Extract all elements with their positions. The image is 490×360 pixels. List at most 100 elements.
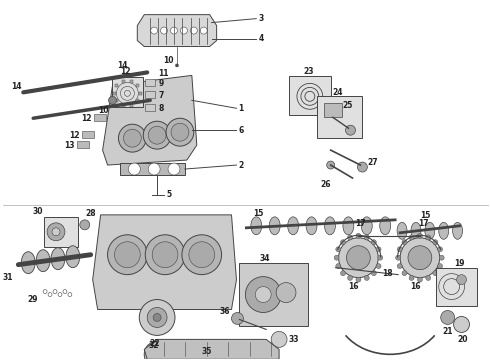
Circle shape	[175, 64, 178, 67]
Text: 28: 28	[86, 209, 97, 218]
Ellipse shape	[453, 222, 463, 239]
Text: 10: 10	[98, 106, 109, 115]
Ellipse shape	[66, 246, 80, 268]
Ellipse shape	[51, 248, 65, 270]
Circle shape	[417, 233, 422, 238]
Text: 19: 19	[455, 259, 465, 268]
Bar	[145, 80, 155, 86]
Text: 16: 16	[410, 282, 420, 291]
Bar	[121, 163, 185, 175]
Text: 14: 14	[11, 82, 21, 91]
Text: 26: 26	[321, 180, 331, 189]
Circle shape	[438, 247, 442, 252]
Circle shape	[376, 247, 381, 252]
Circle shape	[151, 27, 158, 34]
FancyBboxPatch shape	[317, 96, 363, 138]
Circle shape	[339, 238, 378, 278]
Bar	[116, 99, 119, 103]
Text: 31: 31	[3, 273, 13, 282]
Bar	[122, 80, 125, 82]
Circle shape	[441, 310, 455, 324]
FancyBboxPatch shape	[436, 268, 477, 306]
Circle shape	[189, 242, 215, 268]
Circle shape	[336, 264, 341, 269]
Circle shape	[200, 27, 207, 34]
Text: 29: 29	[27, 295, 38, 304]
Ellipse shape	[36, 250, 50, 272]
Text: 27: 27	[368, 158, 378, 167]
Circle shape	[345, 125, 355, 135]
Ellipse shape	[380, 217, 391, 235]
Circle shape	[347, 235, 352, 240]
FancyBboxPatch shape	[240, 263, 308, 327]
Polygon shape	[102, 75, 197, 165]
Circle shape	[341, 271, 345, 276]
Circle shape	[115, 242, 140, 268]
Circle shape	[417, 277, 422, 282]
Circle shape	[171, 123, 189, 141]
Ellipse shape	[288, 217, 298, 235]
Text: 12: 12	[121, 67, 131, 76]
Circle shape	[376, 264, 381, 269]
Text: 30: 30	[33, 207, 43, 216]
Bar	[145, 104, 155, 111]
Text: 6: 6	[239, 126, 244, 135]
Text: 32: 32	[149, 341, 159, 350]
Circle shape	[364, 235, 369, 240]
FancyBboxPatch shape	[44, 217, 78, 247]
Ellipse shape	[439, 222, 449, 239]
Circle shape	[364, 275, 369, 280]
Circle shape	[180, 27, 187, 34]
Ellipse shape	[21, 252, 35, 274]
Bar	[130, 104, 133, 107]
Bar	[113, 92, 116, 95]
Bar	[116, 84, 119, 87]
Text: 33: 33	[289, 335, 299, 344]
Text: 7: 7	[158, 91, 164, 100]
Ellipse shape	[324, 217, 335, 235]
Circle shape	[52, 228, 60, 236]
Text: 18: 18	[382, 269, 393, 278]
Ellipse shape	[251, 217, 262, 235]
Circle shape	[153, 314, 161, 321]
Circle shape	[426, 275, 431, 280]
Circle shape	[231, 312, 244, 324]
Text: 8: 8	[158, 104, 164, 113]
Bar	[122, 104, 125, 107]
Polygon shape	[144, 339, 279, 359]
Bar	[136, 84, 139, 87]
Circle shape	[356, 277, 361, 282]
Circle shape	[144, 341, 170, 360]
Text: 17: 17	[355, 219, 366, 228]
Ellipse shape	[397, 222, 407, 239]
Circle shape	[341, 240, 345, 245]
Polygon shape	[137, 15, 217, 46]
Text: 22: 22	[149, 339, 159, 348]
Text: 9: 9	[158, 79, 163, 88]
Text: 20: 20	[458, 336, 468, 345]
Circle shape	[168, 163, 180, 175]
Circle shape	[371, 240, 376, 245]
Circle shape	[152, 242, 178, 268]
Bar	[145, 91, 155, 98]
Circle shape	[426, 235, 431, 240]
Circle shape	[128, 163, 140, 175]
Circle shape	[433, 271, 438, 276]
Circle shape	[409, 235, 414, 240]
Text: 12: 12	[69, 131, 80, 140]
Text: 25: 25	[343, 101, 353, 110]
Ellipse shape	[343, 217, 354, 235]
Circle shape	[145, 235, 185, 275]
Circle shape	[346, 246, 370, 270]
Circle shape	[139, 300, 175, 336]
Circle shape	[378, 255, 383, 260]
FancyBboxPatch shape	[289, 76, 331, 115]
Circle shape	[148, 163, 160, 175]
Text: 36: 36	[219, 307, 229, 316]
Text: 10: 10	[164, 56, 174, 65]
Circle shape	[255, 287, 271, 302]
Circle shape	[408, 246, 432, 270]
Text: 14: 14	[118, 61, 128, 70]
Circle shape	[409, 275, 414, 280]
Circle shape	[109, 96, 117, 104]
